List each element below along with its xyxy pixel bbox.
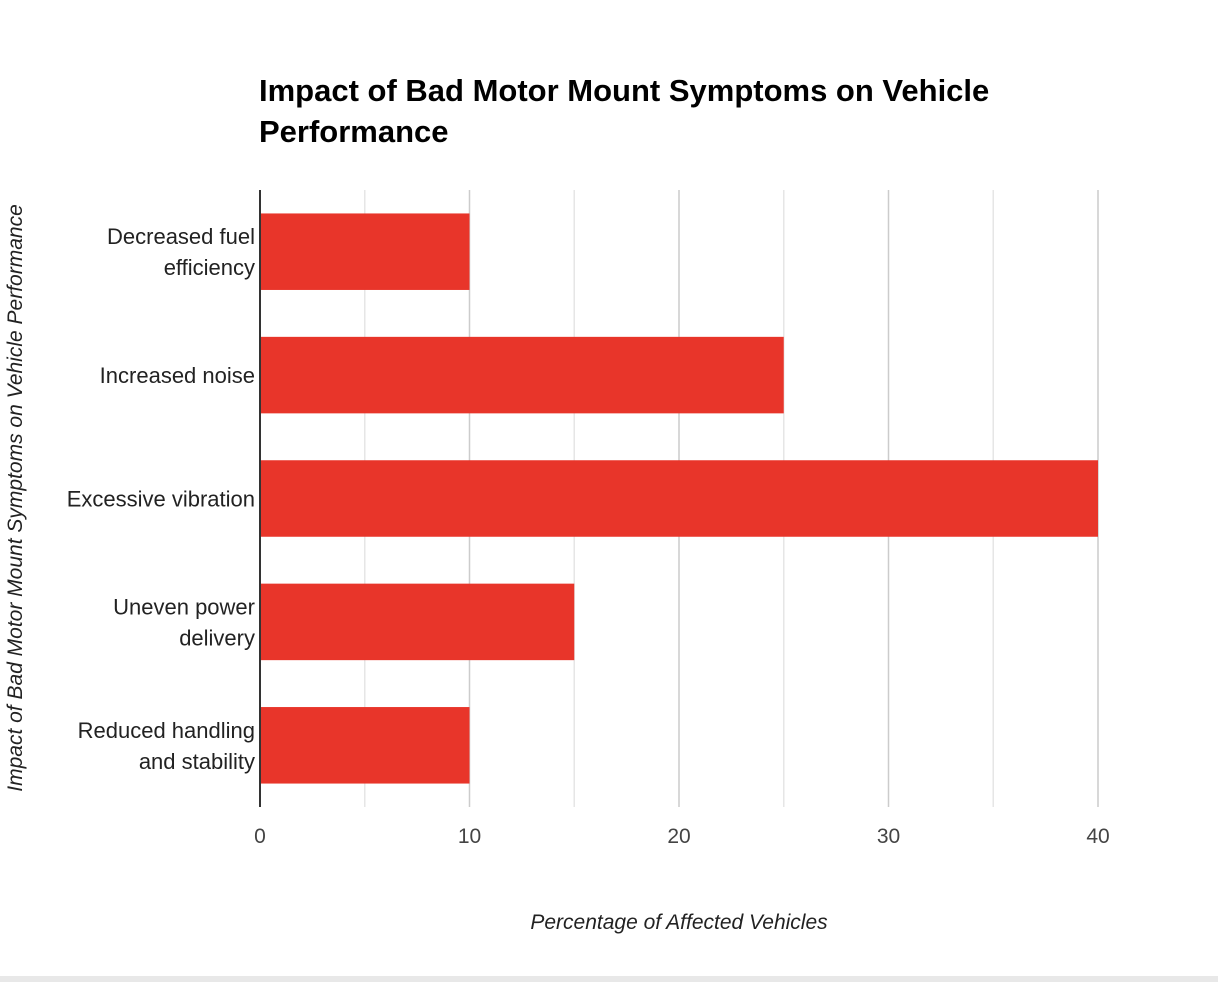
- chart-title: Impact of Bad Motor Mount Symptoms on Ve…: [259, 73, 989, 149]
- bars: [260, 213, 1098, 784]
- bar: [260, 213, 470, 290]
- bar: [260, 583, 575, 661]
- category-label: delivery: [179, 625, 255, 650]
- chart-title-line: Performance: [259, 114, 449, 149]
- category-label: Decreased fuel: [107, 224, 255, 249]
- page-bottom-edge: [0, 976, 1218, 982]
- x-tick-label: 20: [667, 825, 690, 848]
- x-tick-label: 30: [877, 825, 900, 848]
- category-label: efficiency: [164, 255, 255, 280]
- bar: [260, 336, 784, 414]
- x-tick-labels: 0 10 20 30 40: [254, 825, 1110, 848]
- x-tick-label: 10: [458, 825, 481, 848]
- category-label: and stability: [139, 749, 255, 774]
- category-label: Uneven power: [113, 594, 255, 619]
- x-tick-label: 0: [254, 825, 266, 848]
- x-tick-label: 40: [1086, 825, 1109, 848]
- category-label: Reduced handling: [78, 718, 255, 743]
- bar: [260, 460, 1098, 537]
- category-labels: Decreased fuel efficiency Increased noise E…: [67, 224, 255, 774]
- y-axis-title: Impact of Bad Motor Mount Symptoms on Ve…: [4, 204, 27, 791]
- category-label: Increased noise: [100, 363, 255, 388]
- chart-title-line: Impact of Bad Motor Mount Symptoms on Ve…: [259, 73, 989, 108]
- category-label: Excessive vibration: [67, 487, 255, 512]
- x-axis-title: Percentage of Affected Vehicles: [530, 911, 828, 934]
- bar: [260, 707, 470, 784]
